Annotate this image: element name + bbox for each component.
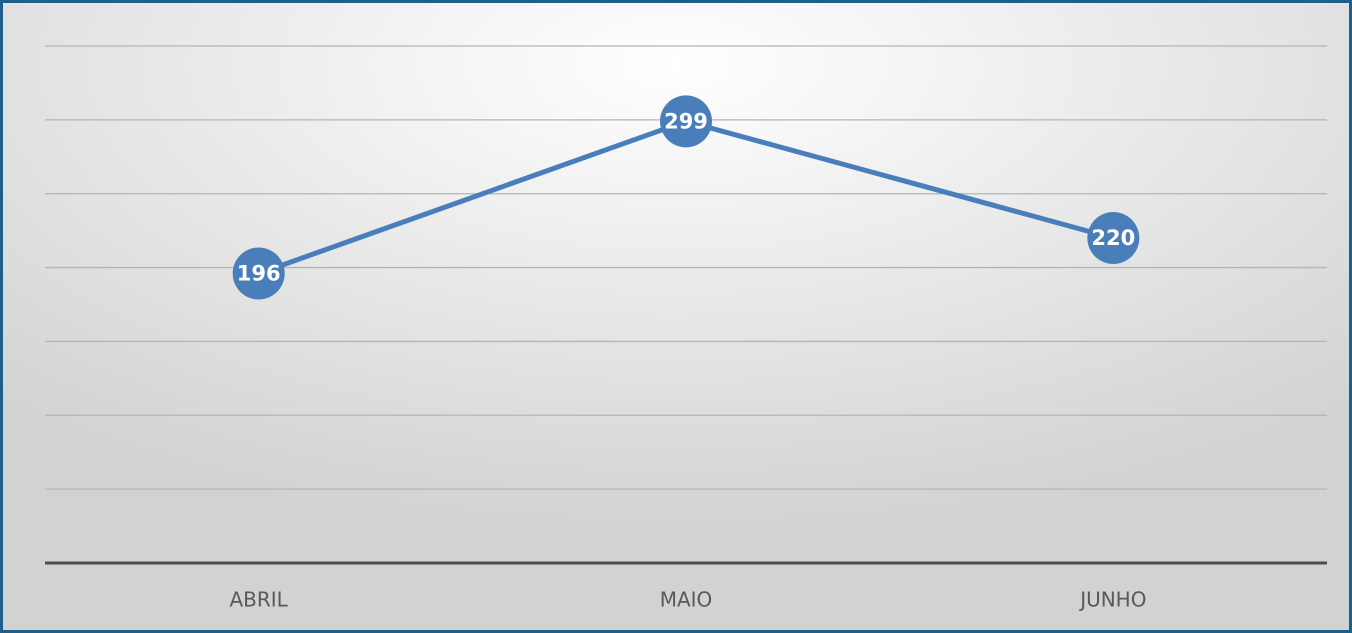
x-tick-label: ABRIL <box>229 588 288 612</box>
x-tick-label: JUNHO <box>1078 588 1146 612</box>
data-point <box>232 247 285 300</box>
data-point <box>660 95 712 148</box>
x-tick-label: MAIO <box>660 588 713 612</box>
plot: 196 299 220 <box>232 95 1140 300</box>
data-label: 299 <box>664 109 708 133</box>
data-label: 196 <box>237 261 281 285</box>
data-point <box>1087 212 1140 265</box>
grid <box>45 45 1327 565</box>
data-label: 220 <box>1091 226 1135 250</box>
